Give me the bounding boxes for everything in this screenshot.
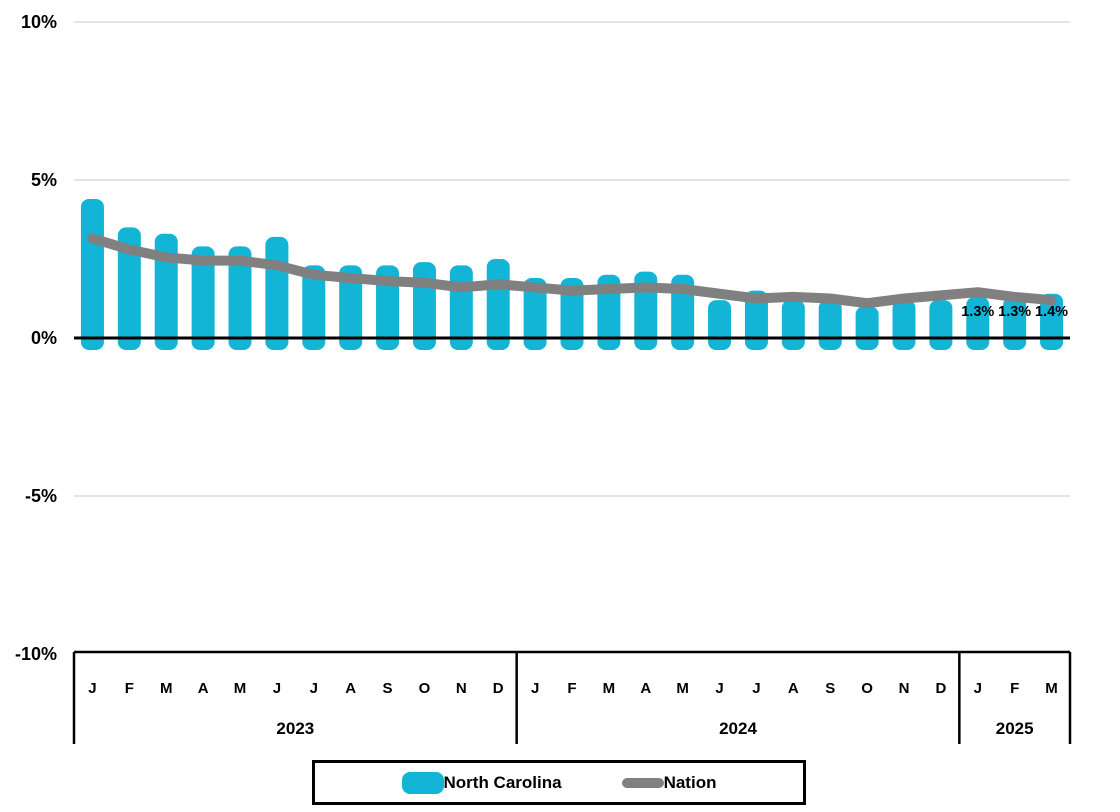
bar-F-13 xyxy=(560,277,584,350)
north-carolina-swatch-icon xyxy=(401,771,444,794)
bar-J-5 xyxy=(265,236,289,350)
legend: North Carolina Nation xyxy=(312,760,806,805)
month-label-24: J xyxy=(974,680,982,697)
value-label-26: 1.4% xyxy=(1035,304,1068,320)
month-label-9: O xyxy=(419,680,431,697)
bar-J-0 xyxy=(80,198,104,350)
bar-D-11 xyxy=(486,259,510,350)
legend-label-nation: Nation xyxy=(663,772,717,792)
nation-swatch-icon xyxy=(621,777,664,788)
ytick-0%: 0% xyxy=(31,328,57,348)
month-label-25: F xyxy=(1010,680,1019,697)
bar-value-labels: 1.3% 1.3% 1.4% xyxy=(961,304,1068,320)
ytick--10%: -10% xyxy=(15,644,57,664)
month-label-17: J xyxy=(715,680,723,697)
ytick-10%: 10% xyxy=(21,12,57,32)
ytick--5%: -5% xyxy=(25,486,57,506)
bar-M-26 xyxy=(1040,293,1064,350)
month-label-12: J xyxy=(531,680,539,697)
month-label-26: M xyxy=(1045,680,1058,697)
bar-S-8 xyxy=(376,265,400,350)
month-label-22: N xyxy=(899,680,910,697)
bar-F-1 xyxy=(117,227,141,350)
bar-A-7 xyxy=(339,265,363,350)
month-label-16: M xyxy=(676,680,689,697)
bar-J-6 xyxy=(302,265,326,350)
nation-line xyxy=(87,233,1057,309)
year-label-2024: 2024 xyxy=(719,719,757,738)
year-label-2025: 2025 xyxy=(996,719,1034,738)
month-label-20: S xyxy=(825,680,835,697)
month-label-6: J xyxy=(310,680,318,697)
month-label-10: N xyxy=(456,680,467,697)
month-label-18: J xyxy=(752,680,760,697)
month-label-5: J xyxy=(273,680,281,697)
ytick-5%: 5% xyxy=(31,170,57,190)
month-label-1: F xyxy=(125,680,134,697)
bar-J-12 xyxy=(523,277,547,350)
year-label-2023: 2023 xyxy=(276,719,314,738)
month-label-23: D xyxy=(935,680,946,697)
legend-entry-nation: Nation xyxy=(621,772,717,793)
legend-label-north-carolina: North Carolina xyxy=(443,772,562,792)
bar-J-18 xyxy=(744,290,768,350)
month-label-14: M xyxy=(603,680,616,697)
month-label-19: A xyxy=(788,680,799,697)
month-label-7: A xyxy=(345,680,356,697)
gridlines xyxy=(74,21,1070,497)
y-axis-tick-labels: 10% 5% 0% -5% -10% xyxy=(15,12,57,664)
bar-A-3 xyxy=(191,246,215,350)
month-label-3: A xyxy=(198,680,209,697)
bar-J-17 xyxy=(708,300,732,350)
month-label-4: M xyxy=(234,680,247,697)
month-label-21: O xyxy=(861,680,873,697)
bar-O-21 xyxy=(855,306,879,350)
month-label-15: A xyxy=(640,680,651,697)
bar-N-22 xyxy=(892,300,916,350)
x-axis-box xyxy=(72,650,1072,744)
value-label-25: 1.3% xyxy=(998,304,1031,320)
value-label-24: 1.3% xyxy=(961,304,994,320)
year-labels: 2023 2024 2025 xyxy=(276,719,1033,738)
month-label-13: F xyxy=(567,680,576,697)
month-label-0: J xyxy=(88,680,96,697)
month-label-8: S xyxy=(383,680,393,697)
month-label-2: M xyxy=(160,680,173,697)
bar-D-23 xyxy=(929,300,953,350)
nation-line-path xyxy=(87,233,1057,309)
bar-A-19 xyxy=(781,300,805,350)
bar-S-20 xyxy=(818,300,842,350)
month-label-11: D xyxy=(493,680,504,697)
north-carolina-bars xyxy=(80,198,1064,350)
legend-entry-north-carolina: North Carolina xyxy=(401,771,562,794)
bar-M-4 xyxy=(228,246,252,350)
